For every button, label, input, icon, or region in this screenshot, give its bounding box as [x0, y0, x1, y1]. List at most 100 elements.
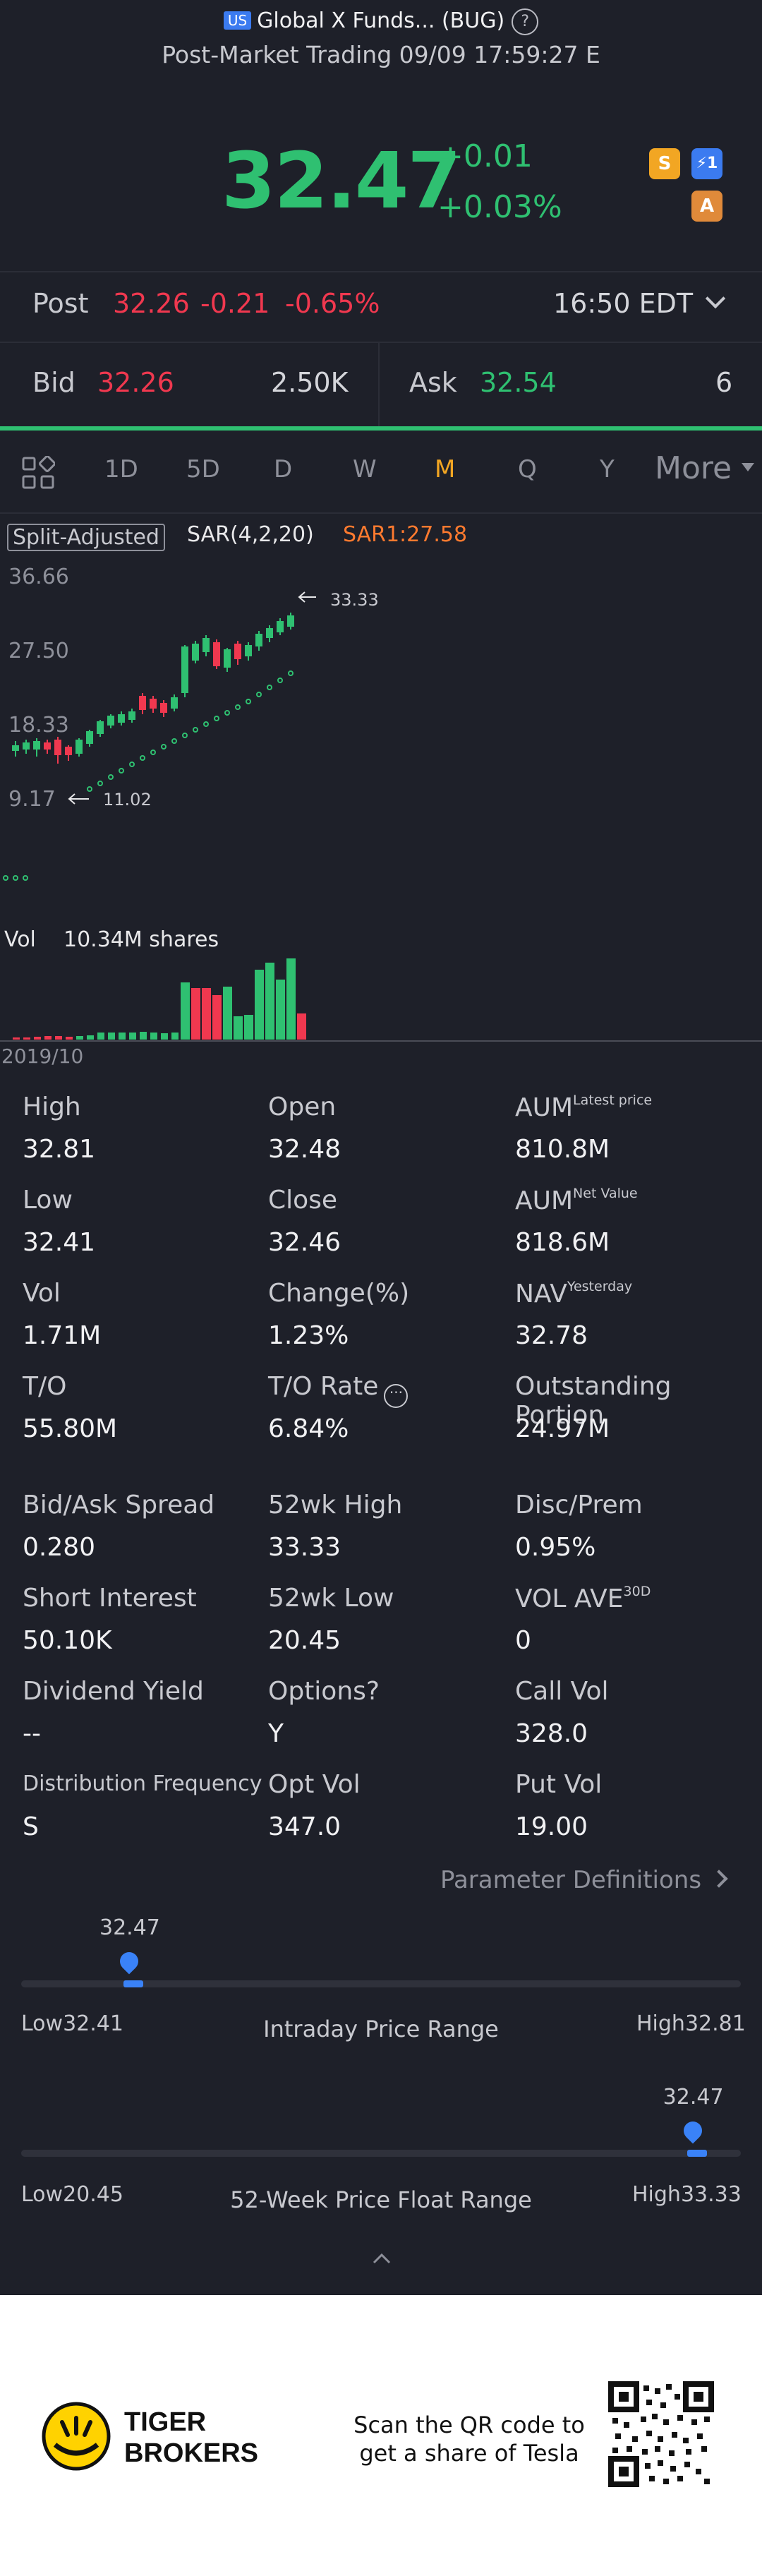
tab-m[interactable]: M	[435, 455, 456, 483]
stat-value: S	[23, 1812, 39, 1841]
price-change-percent: +0.03%	[437, 189, 562, 225]
tab-w[interactable]: W	[353, 455, 377, 483]
stat-label: 52wk High	[268, 1491, 403, 1519]
volume-label: Vol	[4, 927, 36, 952]
brand-name: TIGER BROKERS	[124, 2407, 259, 2468]
bid-ask-divider	[378, 343, 380, 426]
high-arrow-icon	[298, 591, 316, 603]
layout-grid-icon[interactable]	[21, 455, 56, 493]
stat-value: 32.48	[268, 1135, 341, 1164]
chart-high-marker: 33.33	[330, 590, 379, 610]
week52-range: 32.47 Low20.45 52-Week Price Float Range…	[0, 2085, 762, 2213]
stat-value: 0.280	[23, 1533, 96, 1562]
stat-value: 810.8M	[515, 1135, 610, 1164]
week52-low: Low20.45	[21, 2182, 123, 2207]
sar-dots	[3, 670, 294, 881]
ask-label: Ask	[409, 367, 457, 398]
price-chart[interactable]	[0, 579, 367, 889]
stat-label: Opt Vol	[268, 1770, 361, 1799]
stat-label: Put Vol	[515, 1770, 603, 1799]
volume-value: 10.34M shares	[64, 927, 219, 952]
y-tick-1: 36.66	[8, 565, 69, 589]
stat-value: 32.78	[515, 1321, 588, 1350]
market-badge: US	[223, 11, 252, 30]
stat-value: 50.10K	[23, 1626, 112, 1655]
intraday-current-price: 32.47	[99, 1915, 160, 1940]
tab-more[interactable]: More	[655, 450, 755, 486]
intraday-range-title: Intraday Price Range	[263, 2016, 499, 2042]
stat-value: 1.71M	[23, 1321, 102, 1350]
trend-bar	[0, 426, 762, 431]
intraday-range-fill	[123, 1980, 143, 1987]
stat-label: Options?	[268, 1677, 380, 1706]
stat-label: AUMNet Value	[515, 1186, 638, 1215]
stat-label: Short Interest	[23, 1584, 197, 1613]
qr-code-icon[interactable]	[608, 2381, 714, 2490]
intraday-low: Low32.41	[21, 2011, 123, 2036]
sar-indicator-label[interactable]: SAR(4,2,20)	[187, 522, 314, 547]
stat-label: Outstanding Portion	[515, 1372, 672, 1430]
tab-y[interactable]: Y	[600, 455, 615, 483]
more-info-icon[interactable]: ···	[384, 1384, 409, 1408]
week52-range-title: 52-Week Price Float Range	[230, 2186, 532, 2213]
caret-down-icon	[742, 463, 755, 471]
trading-status: Post-Market Trading 09/09 17:59:27 E	[162, 41, 600, 68]
stat-value: 32.81	[23, 1135, 96, 1164]
stat-value: 24.97M	[515, 1414, 610, 1443]
post-time: 16:50 EDT	[553, 288, 694, 319]
stat-value: 19.00	[515, 1812, 588, 1841]
stat-value: 33.33	[268, 1533, 341, 1562]
help-icon[interactable]: ?	[512, 8, 539, 35]
stat-label: VOL AVE30D	[515, 1584, 651, 1613]
tab-q[interactable]: Q	[518, 455, 537, 483]
stat-value: 1.23%	[268, 1321, 349, 1350]
chevron-right-icon	[710, 1870, 728, 1888]
post-change: -0.21	[200, 288, 270, 319]
stat-value: 20.45	[268, 1626, 341, 1655]
bid-size: 2.50K	[271, 367, 349, 398]
collapse-chevron-icon[interactable]	[371, 2251, 392, 2268]
stat-value: Y	[268, 1719, 284, 1748]
stat-value: 818.6M	[515, 1228, 610, 1257]
stat-value: 0.95%	[515, 1533, 596, 1562]
tab-1d[interactable]: 1D	[104, 455, 138, 483]
y-tick-2: 27.50	[8, 639, 69, 663]
stack-badge-icon[interactable]: A	[691, 191, 722, 222]
sar1-value: SAR1:27.58	[343, 522, 468, 547]
stat-label: NAVYesterday	[515, 1279, 633, 1308]
stat-label: Open	[268, 1093, 337, 1121]
chart-low-marker: 11.02	[103, 790, 152, 809]
y-tick-4: 9.17	[8, 787, 56, 812]
low-arrow-icon	[68, 793, 89, 805]
qr-cta: Scan the QR code to get a share of Tesla	[353, 2412, 585, 2467]
tab-d[interactable]: D	[274, 455, 293, 483]
intraday-range: 32.47 Low32.41 Intraday Price Range High…	[0, 1915, 762, 2042]
stat-value: 0	[515, 1626, 531, 1655]
dollar-badge-icon[interactable]: S	[649, 148, 680, 179]
split-adjusted-toggle[interactable]: Split-Adjusted	[7, 524, 165, 551]
stat-label: T/O	[23, 1372, 67, 1401]
tab-5d[interactable]: 5D	[186, 455, 220, 483]
intraday-range-track	[21, 1980, 741, 1987]
week52-current-price: 32.47	[663, 2085, 724, 2109]
stat-label: Call Vol	[515, 1677, 609, 1706]
stat-label: T/O Rate ···	[268, 1372, 409, 1408]
post-label: Post	[32, 288, 89, 319]
stat-label: Close	[268, 1186, 338, 1215]
stat-value: 328.0	[515, 1719, 588, 1748]
post-time-dropdown[interactable]: 16:50 EDT	[553, 288, 726, 319]
flash-badge-icon[interactable]: ⚡1	[691, 148, 722, 179]
bid-price: 32.26	[97, 367, 174, 398]
stat-value: --	[23, 1719, 41, 1748]
intraday-high: High32.81	[636, 2011, 746, 2036]
stat-value: 55.80M	[23, 1414, 118, 1443]
stat-value: 32.41	[23, 1228, 96, 1257]
parameter-definitions-link[interactable]: Parameter Definitions	[440, 1866, 728, 1894]
post-change-percent: -0.65%	[285, 288, 380, 319]
stat-value: 32.46	[268, 1228, 341, 1257]
volume-chart	[13, 958, 306, 1040]
stat-value: 347.0	[268, 1812, 341, 1841]
location-pin-icon	[679, 2117, 706, 2144]
stat-value: 6.84%	[268, 1414, 349, 1443]
location-pin-icon	[116, 1948, 143, 1975]
